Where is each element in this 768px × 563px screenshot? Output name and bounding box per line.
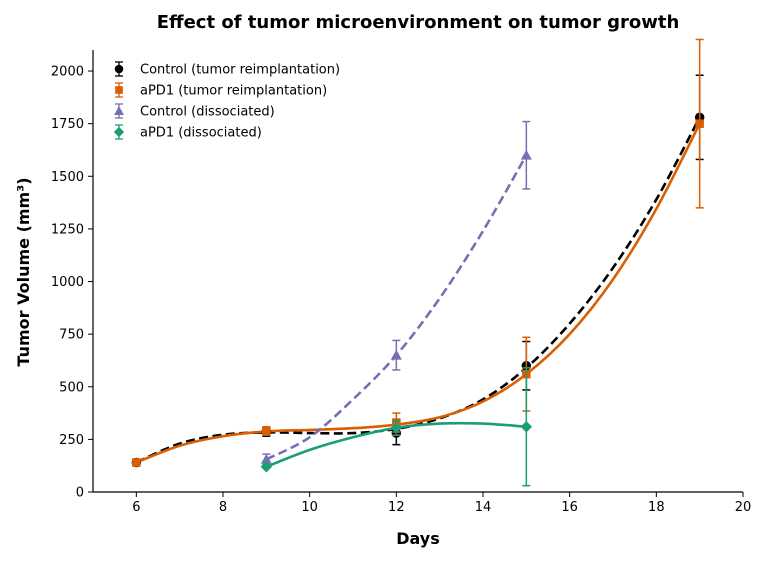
x-tick-label: 14 [475,500,492,515]
legend-item-4: aPD1 (dissociated) [113,124,262,141]
x-tick-label: 18 [648,500,665,515]
legend-marker [114,106,124,115]
legend-label: Control (dissociated) [140,105,275,120]
data-point [260,460,273,473]
legend-item-1: Control (tumor reimplantation) [114,61,340,78]
y-tick-label: 750 [59,328,84,343]
y-tick-label: 1750 [51,117,84,132]
legend-label: aPD1 (tumor reimplantation) [140,84,327,99]
x-axis-label: Days [396,529,440,548]
legend-marker [114,64,124,74]
axes: 6 8 10 12 14 16 18 20 0 250 500 750 1000 1250 1500 1750… [51,50,751,515]
y-tick-label: 1250 [51,222,84,237]
data-point [390,349,402,360]
data-point [520,421,533,433]
x-tick-label: 10 [301,500,318,515]
x-tick-label: 12 [388,500,405,515]
x-tick-label: 16 [561,500,578,515]
y-tick-label: 2000 [51,65,84,80]
legend-item-2: aPD1 (tumor reimplantation) [115,82,327,99]
y-tick-label: 500 [59,380,84,395]
data-point [695,119,704,128]
y-axis-label: Tumor Volume (mm³) [14,177,33,366]
series-4 [260,367,533,487]
x-tick-label: 8 [219,500,227,515]
data-points [131,38,705,487]
fit-line-3 [265,154,528,461]
legend-marker [115,86,123,94]
legend-label: aPD1 (dissociated) [140,126,262,141]
data-point [390,422,403,434]
data-point [520,149,532,160]
data-point [262,426,271,436]
data-point [132,458,141,467]
y-tick-label: 0 [76,486,84,501]
fit-lines [135,116,701,468]
fit-line-2 [135,123,701,464]
x-tick-label: 20 [735,500,752,515]
x-tick-label: 6 [132,500,140,515]
legend-item-3: Control (dissociated) [114,103,275,120]
y-tick-label: 1500 [51,170,84,185]
chart-title: Effect of tumor microenvironment on tumo… [157,12,680,33]
data-point [260,453,272,464]
legend-label: Control (tumor reimplantation) [140,63,340,78]
legend-marker [113,126,125,138]
y-tick-label: 250 [59,433,84,448]
fit-line-1 [135,116,701,464]
legend: Control (tumor reimplantation) aPD1 (tumo… [113,61,340,141]
y-tick-label: 1000 [51,275,84,290]
